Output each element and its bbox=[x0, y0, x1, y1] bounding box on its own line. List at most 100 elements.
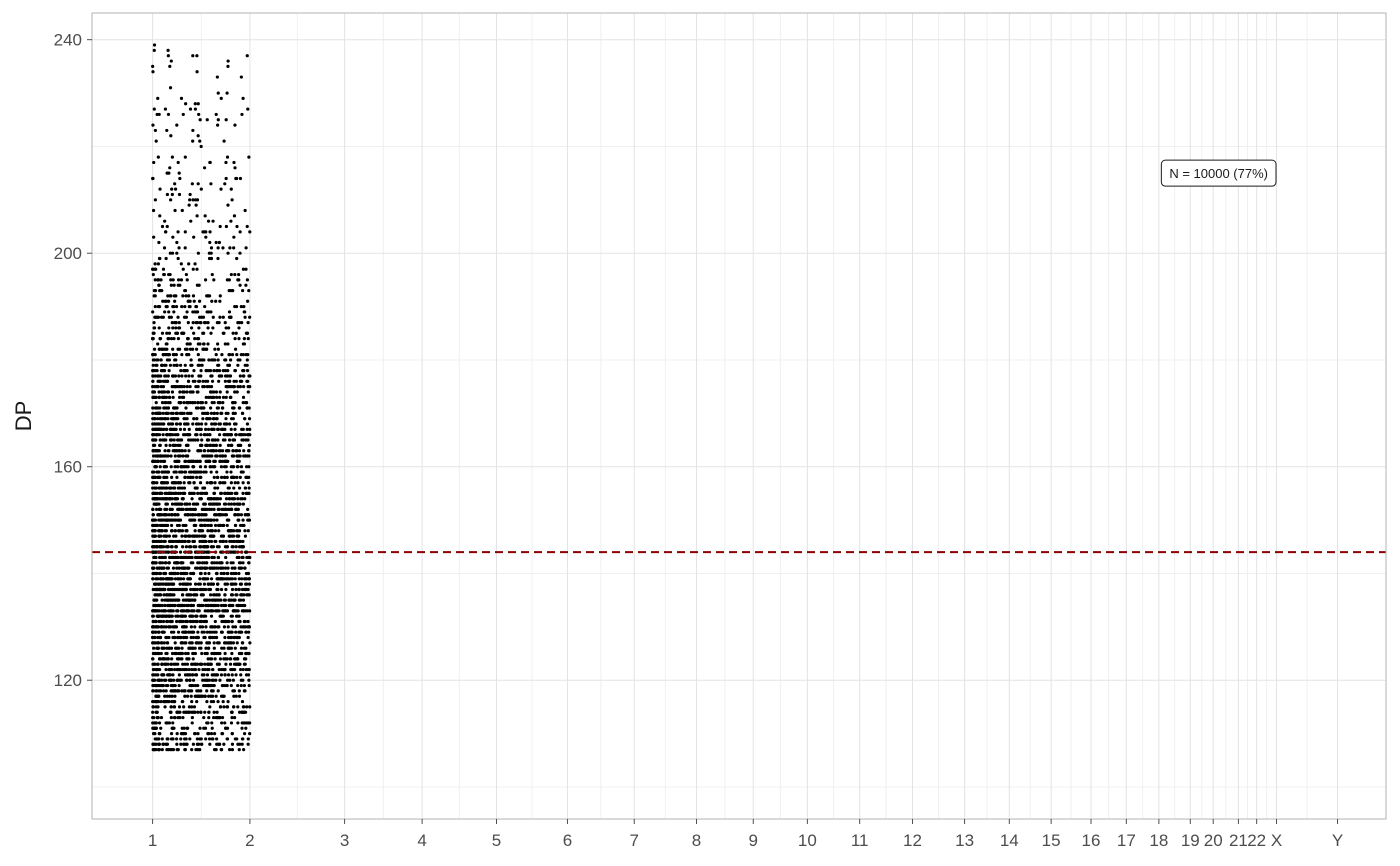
data-point bbox=[211, 502, 215, 506]
data-point bbox=[155, 369, 159, 373]
data-point bbox=[221, 246, 225, 250]
data-point bbox=[205, 721, 209, 725]
data-point bbox=[240, 742, 244, 746]
data-point bbox=[166, 406, 171, 410]
data-point bbox=[195, 214, 199, 218]
data-point bbox=[242, 342, 246, 346]
data-point bbox=[158, 337, 163, 341]
data-point bbox=[233, 737, 237, 741]
data-point bbox=[189, 587, 193, 592]
data-point bbox=[242, 748, 246, 752]
data-point bbox=[180, 539, 184, 544]
data-point bbox=[171, 673, 175, 677]
data-point bbox=[238, 385, 242, 389]
data-point bbox=[241, 427, 245, 431]
data-point bbox=[195, 70, 199, 74]
data-point bbox=[151, 635, 155, 640]
data-point bbox=[200, 630, 204, 634]
data-point bbox=[152, 43, 157, 47]
data-point bbox=[163, 571, 167, 576]
data-point bbox=[241, 598, 246, 602]
data-point bbox=[174, 518, 178, 522]
data-point bbox=[241, 288, 245, 293]
data-point bbox=[197, 667, 201, 672]
data-point bbox=[197, 283, 201, 287]
data-point bbox=[156, 748, 160, 752]
data-point bbox=[190, 401, 194, 405]
data-point bbox=[247, 374, 251, 378]
data-point bbox=[194, 406, 199, 410]
data-point bbox=[162, 699, 166, 704]
data-point bbox=[228, 662, 233, 666]
data-point bbox=[221, 619, 225, 624]
data-point bbox=[157, 630, 161, 634]
data-point bbox=[238, 251, 242, 255]
data-point bbox=[237, 272, 241, 277]
data-point bbox=[178, 635, 182, 640]
data-point bbox=[220, 646, 224, 650]
data-point bbox=[183, 363, 187, 367]
data-point bbox=[231, 288, 235, 293]
data-point bbox=[167, 491, 172, 495]
data-point bbox=[196, 635, 200, 640]
data-point bbox=[151, 619, 155, 624]
data-point bbox=[221, 401, 225, 405]
data-point bbox=[189, 358, 193, 362]
data-point bbox=[230, 491, 234, 495]
data-point bbox=[196, 363, 200, 367]
data-point bbox=[223, 609, 227, 613]
data-point bbox=[151, 411, 155, 415]
data-point bbox=[214, 299, 218, 303]
data-point bbox=[229, 272, 233, 277]
data-point bbox=[217, 529, 221, 533]
data-point bbox=[166, 566, 171, 570]
data-point bbox=[235, 657, 239, 661]
data-point bbox=[195, 427, 199, 431]
data-point bbox=[160, 331, 165, 335]
data-point bbox=[194, 203, 198, 207]
x-tick-label: 1 bbox=[148, 831, 157, 850]
data-point bbox=[226, 619, 230, 624]
data-point bbox=[213, 609, 218, 613]
data-point bbox=[177, 454, 181, 458]
data-point bbox=[206, 320, 210, 325]
data-point bbox=[233, 347, 238, 351]
data-point bbox=[220, 715, 225, 720]
data-point bbox=[209, 731, 214, 736]
data-point bbox=[187, 203, 191, 207]
data-point bbox=[195, 320, 200, 325]
data-point bbox=[173, 694, 177, 698]
data-point bbox=[192, 534, 197, 538]
data-point bbox=[201, 577, 206, 581]
data-point bbox=[181, 523, 185, 528]
data-point bbox=[239, 646, 244, 650]
data-point bbox=[151, 454, 156, 458]
data-point bbox=[224, 118, 228, 122]
data-point bbox=[185, 310, 189, 314]
data-point bbox=[221, 406, 225, 410]
data-point bbox=[246, 673, 251, 677]
data-point bbox=[214, 630, 218, 634]
data-point bbox=[237, 486, 242, 490]
x-tick-label: 4 bbox=[417, 831, 426, 850]
data-point bbox=[173, 465, 177, 469]
data-point bbox=[183, 748, 187, 752]
data-point bbox=[158, 187, 162, 191]
data-point bbox=[209, 256, 213, 261]
data-point bbox=[212, 507, 216, 512]
data-point bbox=[182, 566, 187, 570]
data-point bbox=[241, 667, 245, 672]
data-point bbox=[156, 411, 160, 415]
data-point bbox=[178, 582, 182, 586]
data-point bbox=[229, 571, 234, 576]
data-point bbox=[184, 635, 188, 640]
data-point bbox=[199, 529, 203, 533]
data-point bbox=[164, 561, 168, 565]
data-point bbox=[198, 443, 203, 447]
data-point bbox=[162, 555, 167, 560]
data-point bbox=[228, 374, 233, 378]
data-point bbox=[234, 379, 238, 383]
data-point bbox=[151, 406, 155, 410]
data-point bbox=[153, 128, 158, 133]
